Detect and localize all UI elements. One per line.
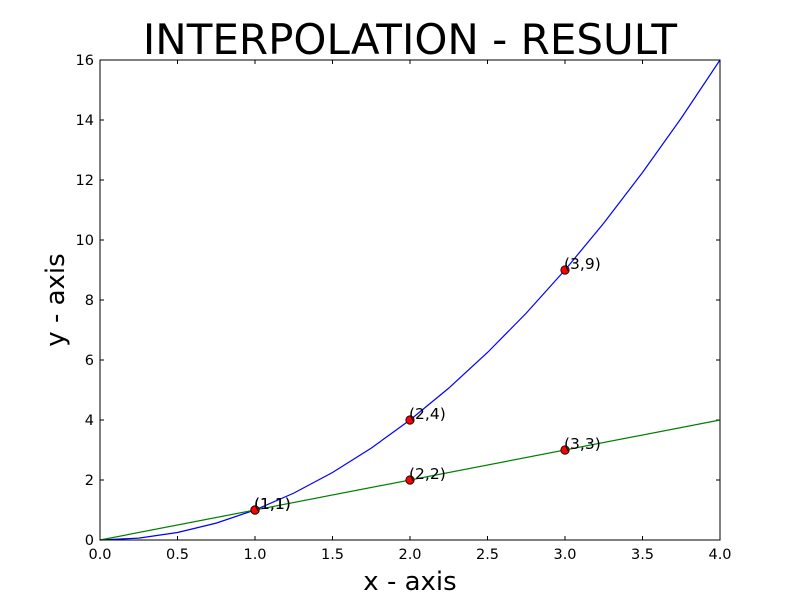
data-point-label: (1,1): [254, 495, 291, 513]
y-tick-label: 12: [76, 173, 94, 189]
x-tick-label: 3.0: [553, 547, 576, 563]
plot-background: [100, 60, 720, 540]
y-tick-label: 2: [85, 473, 94, 489]
x-tick-label: 1.0: [243, 547, 266, 563]
data-point: [560, 265, 570, 275]
data-point-label: (1,1): [254, 495, 291, 513]
data-point: [405, 415, 415, 425]
data-point-label: (3,3): [564, 435, 601, 453]
x-tick-label: 1.5: [321, 547, 344, 563]
data-point: [560, 445, 570, 455]
x-tick-label: 2.5: [476, 547, 499, 563]
tick-labels: 0.0 0.5 1.0 1.5 2.0 2.5 3.0 3.5 4.0 0 2 4 6 8 10 12 14 16: [76, 53, 732, 563]
x-tick-label: 2.0: [398, 547, 421, 563]
x-axis-label: x - axis: [363, 567, 456, 597]
x-tick-label: 0.5: [166, 547, 189, 563]
x-tick-label: 3.5: [631, 547, 654, 563]
plot-area: (1,1)(2,4)(3,9)(1,1)(2,2)(3,3): [99, 59, 721, 541]
chart-title: INTERPOLATION - RESULT: [143, 15, 678, 64]
data-point: [405, 475, 415, 485]
data-point-label: (3,9): [564, 255, 601, 273]
y-tick-label: 14: [76, 113, 94, 129]
points-layer: (1,1)(2,4)(3,9)(1,1)(2,2)(3,3): [250, 255, 601, 515]
y-tick-label: 6: [85, 353, 94, 369]
data-point: [250, 505, 260, 515]
plot-frame: [99, 59, 721, 541]
data-point-label: (2,4): [409, 405, 446, 423]
x-tick-label: 0.0: [88, 547, 111, 563]
y-tick-label: 8: [85, 293, 94, 309]
y-tick-label: 4: [85, 413, 94, 429]
data-point-label: (2,2): [409, 465, 446, 483]
y-tick-label: 10: [76, 233, 94, 249]
x-tick-label: 4.0: [708, 547, 731, 563]
y-tick-label: 0: [85, 533, 94, 549]
y-axis-label: y - axis: [41, 253, 71, 346]
y-tick-label: 16: [76, 53, 94, 69]
